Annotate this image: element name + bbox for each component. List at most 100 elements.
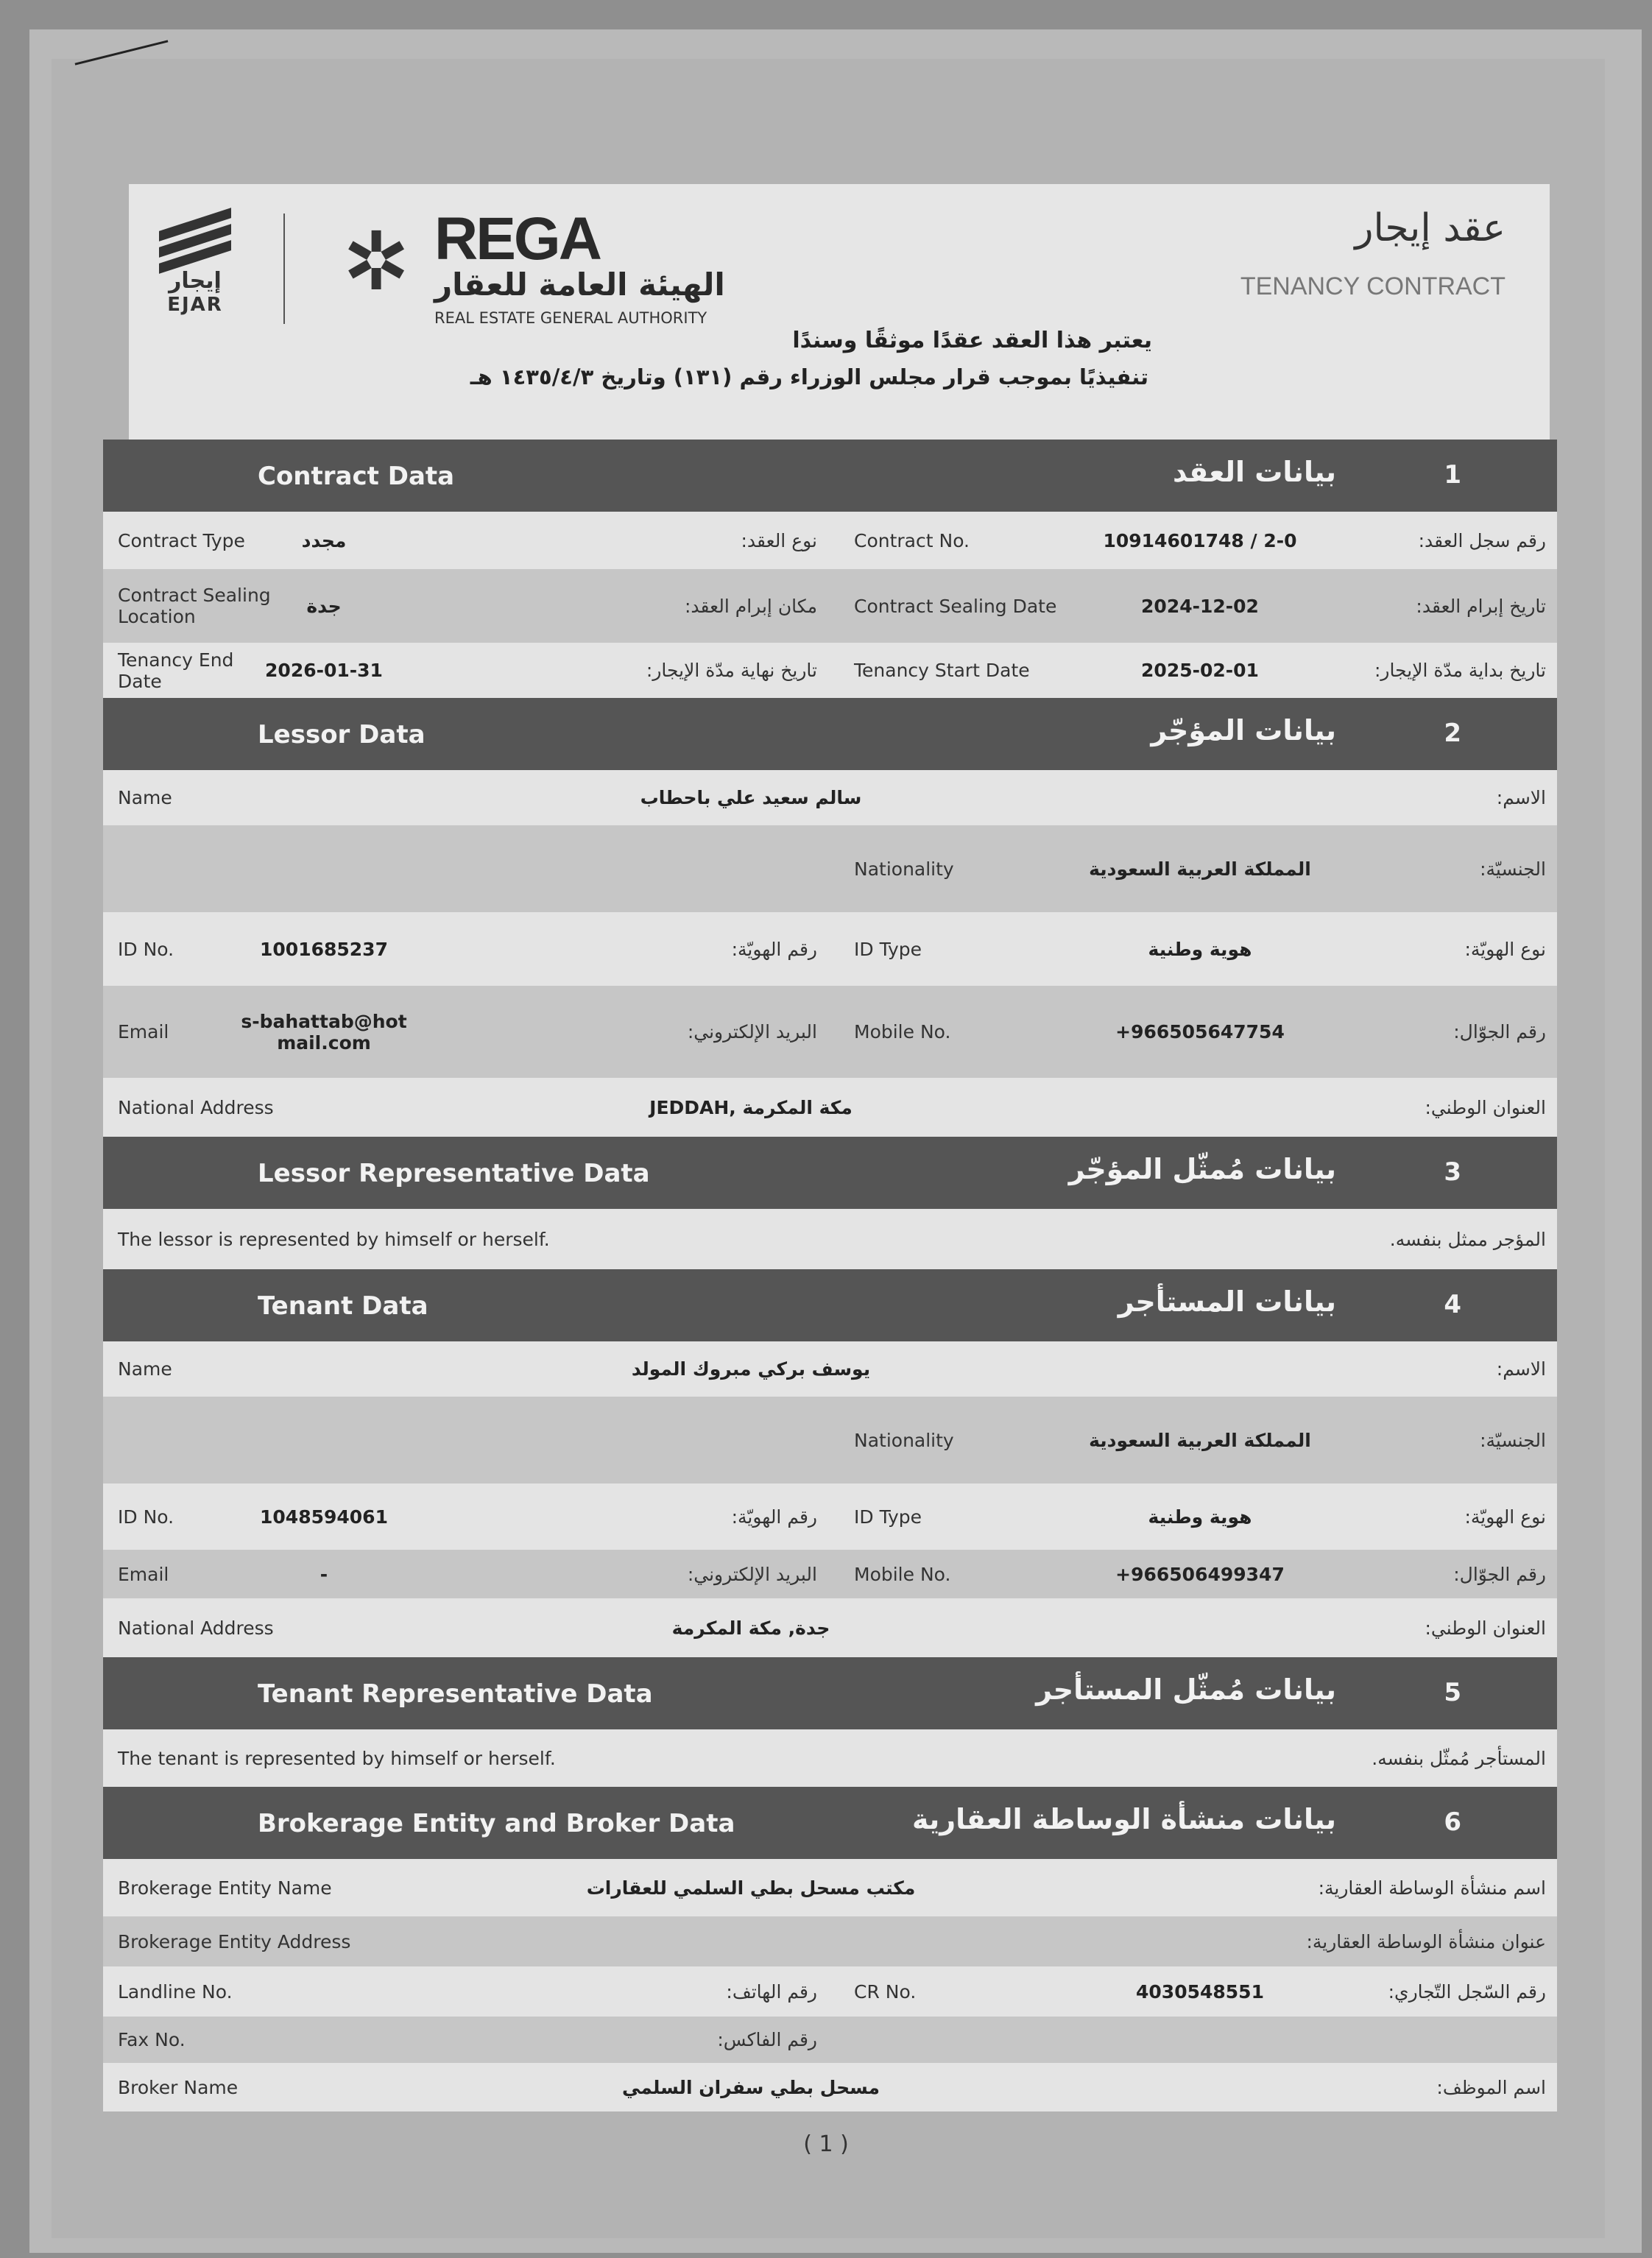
data-row: Contract Type مجدد نوع العقد: Contract No. 1… [103, 512, 1557, 569]
section-header-bar: Lessor Data بيانات المؤجّر 2 [103, 698, 1557, 770]
document-title-en: TENANCY CONTRACT [1240, 272, 1505, 300]
data-row: National Address JEDDAH, مكة المكرمة العنو… [103, 1078, 1557, 1137]
field-label-en: Contract Sealing Date [854, 595, 1057, 617]
ejar-logo-ar: إيجار [169, 268, 222, 294]
field-value: 2024-12-02 [1141, 595, 1259, 617]
field-value: 1001685237 [260, 938, 388, 960]
field-label-ar: الجنسيّة: [1480, 858, 1546, 880]
note-text-en: The tenant is represented by himself or … [118, 1747, 556, 1769]
field-label-en: Brokerage Entity Address [118, 1930, 351, 1952]
data-row: Landline No. رقم الهاتف: CR No. 4030548551 ر… [103, 1966, 1557, 2017]
data-row: Broker Name مسحل بطي سفران السلمي اسم المو… [103, 2063, 1557, 2111]
field-label-en: Name [118, 787, 172, 808]
field-value: هوية وطنية [1148, 1506, 1252, 1528]
field-label-ar: رقم الجوّال: [1453, 1563, 1546, 1585]
declaration-line-2: تنفيذيًا بموجب قرار مجلس الوزراء رقم (١٣… [470, 364, 1148, 389]
field-value: يوسف بركي مبروك المولد [631, 1358, 871, 1380]
field-value: 4030548551 [1136, 1980, 1264, 2003]
document-title-ar: عقد إيجار [1355, 206, 1505, 250]
section-title-en: Tenant Representative Data [258, 1679, 653, 1709]
field-label-en: Email [118, 1563, 169, 1585]
note-text-ar: المستأجر مُمثّل بنفسه. [1372, 1747, 1546, 1769]
page-number: ( 1 ) [803, 2131, 849, 2157]
data-row: Brokerage Entity Address عنوان منشأة الوس… [103, 1916, 1557, 1966]
field-value: هوية وطنية [1148, 938, 1252, 960]
field-label-en: National Address [118, 1617, 274, 1639]
field-label-ar: اسم الموظف: [1436, 2076, 1546, 2098]
section-number: 4 [1444, 1290, 1461, 1319]
section-number: 3 [1444, 1157, 1461, 1187]
field-value: المملكة العربية السعودية [1089, 1429, 1311, 1451]
data-row: Brokerage Entity Name مكتب مسحل بطي السلم… [103, 1859, 1557, 1916]
field-label-ar: الجنسيّة: [1480, 1429, 1546, 1451]
field-value: مجدد [301, 529, 347, 551]
section-title-en: Lessor Representative Data [258, 1159, 650, 1188]
section-4: Tenant Data بيانات المستأجر 4 Name يوسف بركي… [103, 1269, 1557, 1657]
rega-name-ar: الهيئة العامة للعقار [434, 267, 725, 303]
data-row: Nationality المملكة العربية السعودية الجنس… [103, 825, 1557, 912]
section-title-ar: بيانات منشأة الوساطة العقارية [911, 1803, 1336, 1835]
field-value [236, 2017, 412, 2063]
data-row: National Address جدة, مكة المكرمة العنوان … [103, 1598, 1557, 1657]
section-title-en: Lessor Data [258, 720, 426, 749]
data-row: Nationality المملكة العربية السعودية الجنس… [103, 1397, 1557, 1483]
data-row: Name يوسف بركي مبروك المولد الاسم: [103, 1341, 1557, 1397]
field-label-ar: رقم الفاكس: [717, 2029, 817, 2050]
field-label-en: ID No. [118, 938, 174, 960]
field-value: s-bahattab@hotmail.com [241, 1010, 407, 1054]
logo-divider [283, 214, 285, 324]
rega-name-en: REAL ESTATE GENERAL AUTHORITY [434, 309, 707, 327]
section-header-bar: Tenant Representative Data بيانات مُمثّل … [103, 1657, 1557, 1729]
field-label-en: ID Type [854, 938, 922, 960]
field-label-ar: تاريخ بداية مدّة الإيجار: [1374, 660, 1546, 681]
section-title-en: Tenant Data [258, 1291, 428, 1321]
field-value: JEDDAH, مكة المكرمة [649, 1096, 853, 1118]
field-label-en: Email [118, 1021, 169, 1042]
field-value: مسحل بطي سفران السلمي [621, 2076, 880, 2098]
field-label-ar: رقم الجوّال: [1453, 1021, 1546, 1042]
field-label-en: ID No. [118, 1506, 174, 1528]
field-label-ar: رقم الهويّة: [731, 1506, 817, 1528]
field-label-ar: الاسم: [1496, 787, 1546, 808]
field-label-ar: رقم الهويّة: [731, 938, 817, 960]
data-row: Email - البريد الإلكتروني: Mobile No. +96650… [103, 1550, 1557, 1598]
field-value: - [320, 1563, 328, 1585]
field-label-ar: نوع الهويّة: [1464, 1506, 1546, 1528]
data-row: ID No. 1001685237 رقم الهويّة: ID Type هوية … [103, 912, 1557, 986]
section-header-bar: Brokerage Entity and Broker Data بيانات م… [103, 1787, 1557, 1859]
ejar-logo: إيجار EJAR [155, 208, 236, 316]
data-row: Contract Sealing Location جدة مكان إبرام ا… [103, 569, 1557, 643]
section-2: Lessor Data بيانات المؤجّر 2 Name سالم سعيد … [103, 698, 1557, 1137]
field-label-ar: البريد الإلكتروني: [687, 1563, 817, 1585]
section-6: Brokerage Entity and Broker Data بيانات م… [103, 1787, 1557, 2111]
section-3: Lessor Representative Data بيانات مُمثّل … [103, 1137, 1557, 1269]
field-label-en: Broker Name [118, 2076, 239, 2098]
field-label-ar: اسم منشأة الوساطة العقارية: [1318, 1877, 1546, 1899]
field-value [236, 1966, 412, 2017]
section-number: 2 [1444, 719, 1461, 748]
field-value: جدة, مكة المكرمة [671, 1617, 830, 1639]
field-label-en: Contract No. [854, 529, 970, 551]
field-label-en: Fax No. [118, 2029, 186, 2050]
field-label-en: Mobile No. [854, 1563, 951, 1585]
field-label-ar: رقم سجل العقد: [1418, 529, 1546, 551]
rega-emblem-icon: ✲ [342, 214, 411, 308]
field-label-ar: عنوان منشأة الوساطة العقارية: [1306, 1930, 1546, 1952]
field-value: 2026-01-31 [265, 660, 383, 681]
field-label-en: Nationality [854, 1429, 954, 1451]
field-value [515, 1916, 986, 1966]
note-text-en: The lessor is represented by himself or … [118, 1228, 550, 1250]
field-label-ar: تاريخ إبرام العقد: [1416, 595, 1546, 617]
field-value: 1048594061 [260, 1506, 388, 1528]
field-value: +966505647754 [1115, 1021, 1285, 1042]
field-label-ar: نوع الهويّة: [1464, 938, 1546, 960]
section-number: 1 [1444, 460, 1461, 490]
field-value: المملكة العربية السعودية [1089, 858, 1311, 880]
field-label-en: Mobile No. [854, 1021, 951, 1042]
section-title-en: Contract Data [258, 462, 455, 491]
section-title-ar: بيانات مُمثّل المؤجّر [1068, 1153, 1336, 1185]
field-label-ar: نوع العقد: [741, 529, 817, 551]
section-header-bar: Tenant Data بيانات المستأجر 4 [103, 1269, 1557, 1341]
field-label-ar: الاسم: [1496, 1358, 1546, 1380]
field-label-en: Tenancy End Date [118, 649, 234, 692]
